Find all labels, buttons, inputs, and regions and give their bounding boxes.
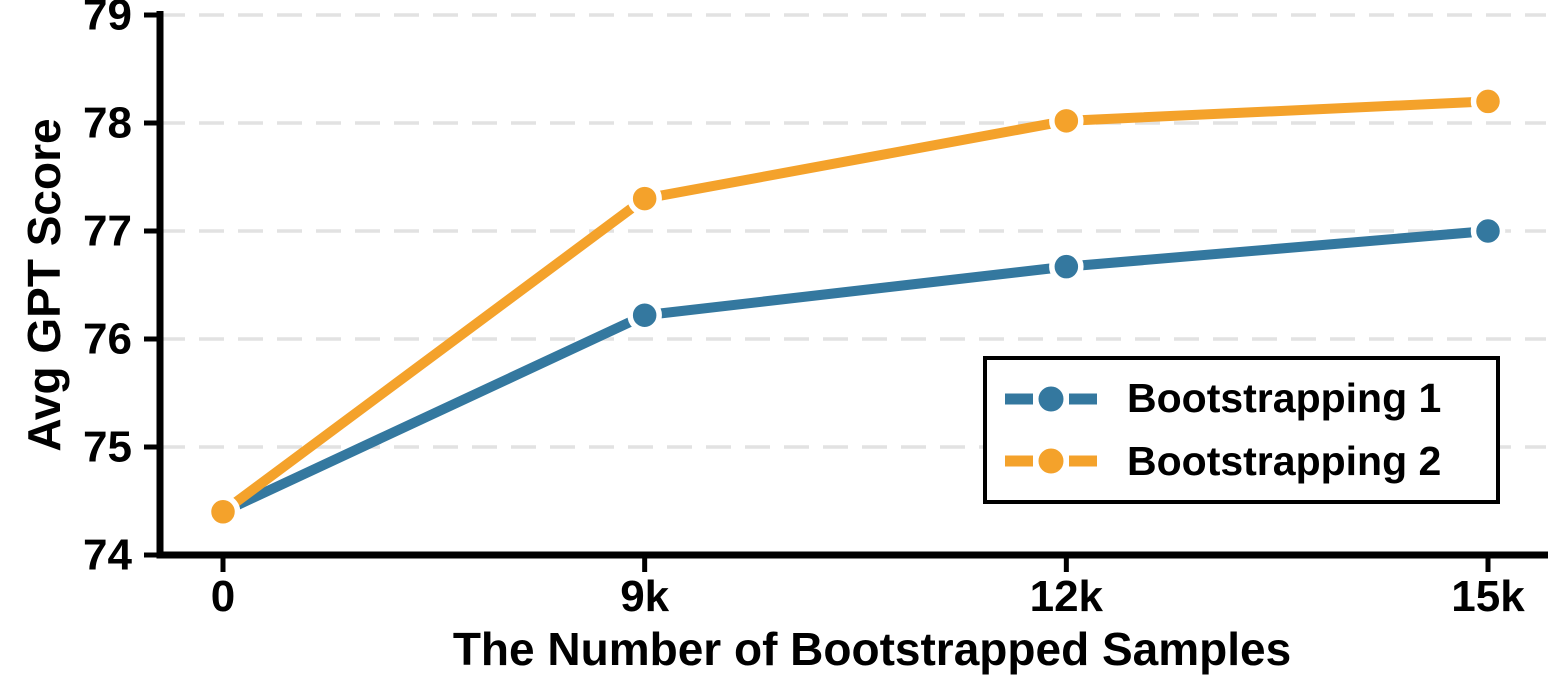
y-axis-title: Avg GPT Score <box>18 118 70 452</box>
legend-label: Bootstrapping 1 <box>1127 375 1442 422</box>
marker-bootstrapping-2-0 <box>205 494 241 530</box>
legend-line-marker-icon <box>1005 445 1097 477</box>
x-tick-label: 0 <box>211 572 235 621</box>
y-tick-label: 77 <box>83 207 132 256</box>
legend-label: Bootstrapping 2 <box>1127 437 1442 484</box>
marker-bootstrapping-2-15k <box>1470 84 1506 119</box>
y-tick-label: 74 <box>83 531 132 580</box>
marker-bootstrapping-2-9k <box>627 181 662 216</box>
marker-bootstrapping-2-12k <box>1049 103 1084 139</box>
legend-entry-bootstrapping-2[interactable]: Bootstrapping 2 <box>1003 438 1496 485</box>
marker-bootstrapping-1-12k <box>1049 249 1084 284</box>
legend-line-marker-icon <box>1005 383 1097 415</box>
x-tick-label: 15k <box>1451 572 1525 621</box>
legend: Bootstrapping 1 Bootstrapping 2 <box>983 356 1500 504</box>
line-bootstrapping-2 <box>218 96 1493 517</box>
marker-bootstrapping-1-9k <box>627 297 662 333</box>
x-tick-label: 9k <box>620 572 669 621</box>
y-tick-label: 76 <box>83 315 132 364</box>
y-tick-label: 78 <box>83 99 132 148</box>
y-tick-label: 75 <box>83 423 132 472</box>
x-axis-title: The Number of Bootstrapped Samples <box>452 623 1292 675</box>
legend-entry-bootstrapping-1[interactable]: Bootstrapping 1 <box>1003 375 1496 422</box>
marker-bootstrapping-1-15k <box>1470 213 1506 249</box>
y-tick-label: 79 <box>83 0 132 40</box>
line-bootstrapping-1 <box>218 226 1493 517</box>
x-tick-label: 12k <box>1030 572 1104 621</box>
